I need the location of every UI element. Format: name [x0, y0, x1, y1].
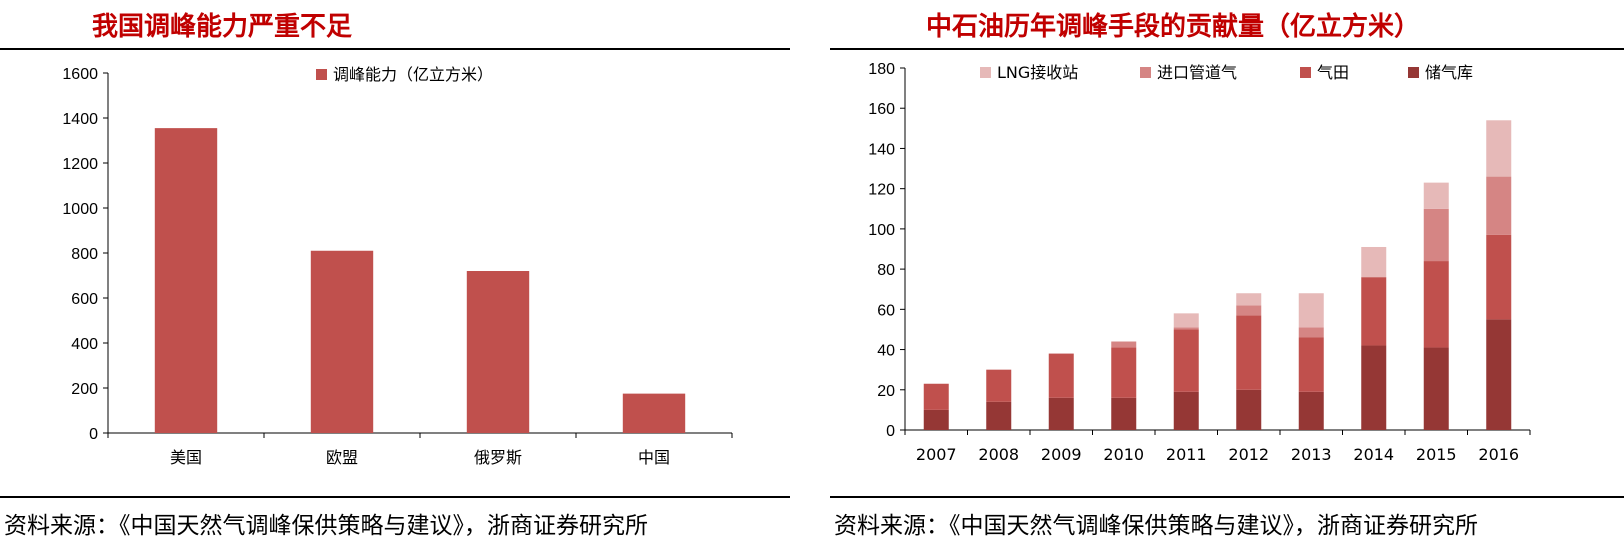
right-bottom-rule [830, 496, 1624, 498]
y-tick-label: 80 [877, 262, 895, 279]
x-category-label: 2009 [1041, 445, 1082, 464]
right-top-rule [830, 48, 1624, 50]
y-tick-label: 120 [868, 182, 895, 199]
bar-value [622, 393, 686, 433]
bar-segment [986, 369, 1012, 402]
y-tick-label: 800 [71, 246, 98, 263]
bar-segment [1298, 293, 1324, 328]
legend-label: 气田 [1317, 63, 1349, 82]
bar-segment [1236, 315, 1262, 390]
x-category-label: 2007 [916, 445, 957, 464]
bar-segment [1173, 313, 1199, 328]
bar-segment [1173, 329, 1199, 392]
bar-segment [1423, 182, 1449, 209]
bar-segment [1423, 347, 1449, 430]
legend-swatch [980, 67, 991, 78]
x-category-label: 2015 [1416, 445, 1457, 464]
right-chart-title: 中石油历年调峰手段的贡献量（亿立方米） [926, 12, 1421, 42]
bar-segment [1361, 277, 1387, 346]
left-source-note: 资料来源：《中国天然气调峰保供策略与建议》，浙商证券研究所 [4, 513, 648, 539]
bar-segment [1048, 353, 1074, 398]
legend-swatch [1140, 67, 1151, 78]
legend-swatch [316, 69, 327, 80]
x-category-label: 2012 [1228, 445, 1269, 464]
left-top-rule [0, 48, 790, 50]
right-source-note: 资料来源：《中国天然气调峰保供策略与建议》，浙商证券研究所 [834, 513, 1478, 539]
y-tick-label: 140 [868, 141, 895, 158]
bar-value [154, 128, 218, 433]
y-tick-label: 160 [868, 101, 895, 118]
y-tick-label: 1600 [62, 66, 98, 83]
x-category-label: 中国 [638, 448, 670, 467]
y-tick-label: 400 [71, 336, 98, 353]
legend-label: 储气库 [1425, 63, 1473, 82]
right-chart-panel: 中石油历年调峰手段的贡献量（亿立方米） 0 20 40 60 80 100 120 140 16… [830, 0, 1624, 546]
bar-segment [1486, 120, 1512, 177]
legend-label: LNG接收站 [997, 63, 1078, 82]
y-tick-label: 180 [868, 61, 895, 78]
legend-label: 进口管道气 [1157, 63, 1237, 82]
bar-segment [1173, 327, 1199, 330]
bar-segment [923, 409, 949, 430]
bar-segment [1236, 293, 1262, 306]
bar-segment [1361, 246, 1387, 278]
left-bottom-rule [0, 496, 790, 498]
bar-value [466, 271, 530, 433]
bar-segment [1298, 337, 1324, 392]
y-tick-label: 100 [868, 222, 895, 239]
bar-segment [1111, 397, 1137, 430]
legend-swatch [1300, 67, 1311, 78]
legend-swatch [1408, 67, 1419, 78]
y-tick-label: 1000 [62, 201, 98, 218]
bar-segment [1423, 261, 1449, 348]
bar-segment [1361, 345, 1387, 430]
y-tick-label: 600 [71, 291, 98, 308]
y-tick-label: 1200 [62, 156, 98, 173]
left-chart-title: 我国调峰能力严重不足 [92, 12, 353, 42]
x-category-label: 美国 [170, 448, 202, 467]
bar-segment [1236, 305, 1262, 316]
x-category-label: 2016 [1478, 445, 1519, 464]
y-tick-label: 1400 [62, 111, 98, 128]
y-tick-label: 0 [886, 423, 895, 440]
legend-label: 调峰能力（亿立方米） [333, 65, 493, 84]
x-category-label: 2014 [1353, 445, 1394, 464]
y-tick-label: 40 [877, 343, 895, 360]
left-chart-panel: 我国调峰能力严重不足 0 200 400 600 800 1000 1200 1400 1600… [0, 0, 790, 546]
bar-segment [1236, 389, 1262, 430]
bar-segment [1111, 341, 1137, 348]
bar-segment [1486, 234, 1512, 320]
bar-segment [923, 383, 949, 410]
bar-segment [1486, 176, 1512, 235]
x-category-label: 俄罗斯 [474, 448, 522, 467]
bar-value [310, 250, 374, 433]
y-tick-label: 20 [877, 383, 895, 400]
bar-segment [1298, 327, 1324, 338]
y-tick-label: 60 [877, 302, 895, 319]
x-category-label: 2008 [978, 445, 1019, 464]
bar-segment [1111, 347, 1137, 398]
y-tick-label: 200 [71, 381, 98, 398]
left-bar-chart: 0 200 400 600 800 1000 1200 1400 1600 美国 欧盟 俄罗斯 中国 调峰… [62, 65, 733, 467]
x-category-label: 2011 [1166, 445, 1207, 464]
x-category-label: 欧盟 [326, 448, 358, 467]
y-tick-label: 0 [89, 426, 98, 443]
bar-segment [1298, 391, 1324, 430]
bar-segment [1486, 319, 1512, 430]
x-category-label: 2013 [1291, 445, 1332, 464]
bar-segment [1048, 397, 1074, 430]
bar-segment [1173, 391, 1199, 430]
right-stacked-bar-chart: 0 20 40 60 80 100 120 140 160 180 2007 2008 2009 2010… [868, 61, 1531, 464]
bar-segment [986, 401, 1012, 430]
x-category-label: 2010 [1103, 445, 1144, 464]
bar-segment [1423, 208, 1449, 262]
